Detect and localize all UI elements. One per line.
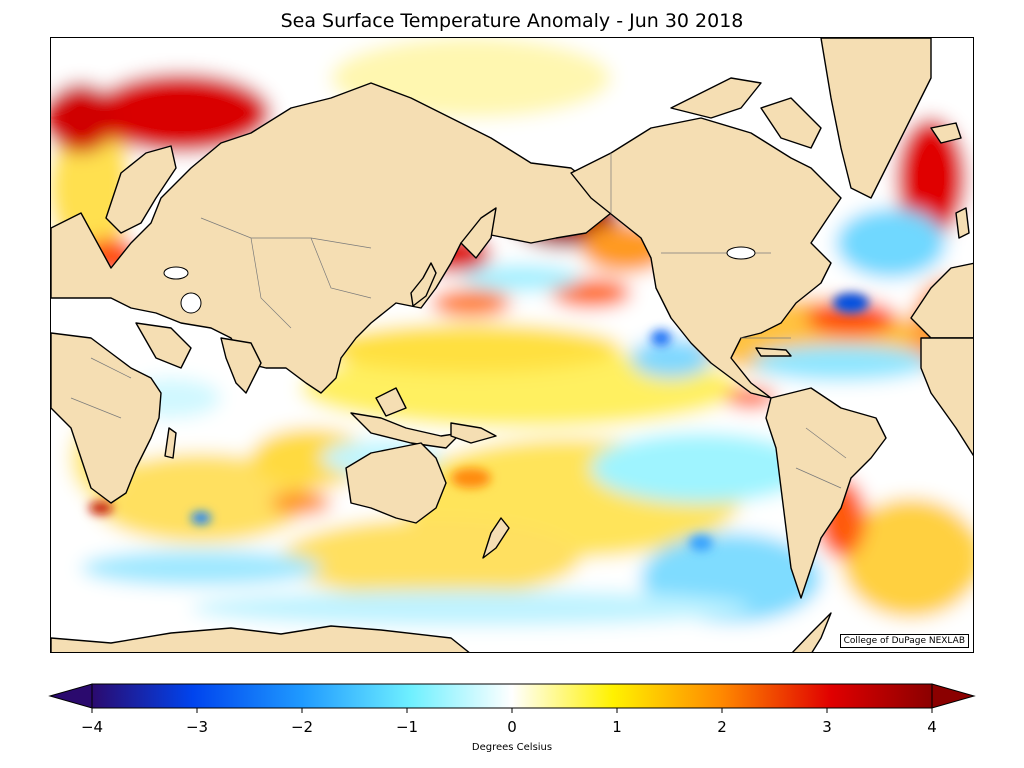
colorbar-extend-high — [931, 683, 976, 709]
colorbar-tick-label: 0 — [507, 718, 517, 736]
kamchatka — [460, 207, 497, 259]
colorbar-tick-label: 4 — [927, 718, 937, 736]
new-zealand — [482, 517, 510, 559]
canadian-arctic-islands — [670, 77, 762, 119]
japan — [410, 262, 437, 307]
colorbar-label: Degrees Celsius — [471, 742, 553, 753]
scandinavia — [105, 145, 177, 234]
arabian-peninsula — [135, 322, 192, 369]
greenland — [820, 38, 932, 199]
colorbar-tick-label: 2 — [717, 718, 727, 736]
australia — [345, 442, 447, 524]
indian-subcontinent — [220, 337, 262, 394]
west-africa — [920, 337, 973, 457]
political-borders — [70, 153, 847, 489]
colorbar-tick-label: −1 — [396, 718, 418, 736]
sst-anomaly-map — [51, 38, 973, 652]
colorbar: −4 −3 −2 −1 0 1 2 3 4 — [48, 683, 976, 736]
map-panel: College of DuPage NEXLAB — [50, 37, 974, 653]
land-masses — [51, 38, 973, 652]
colorbar-tick-label: −4 — [81, 718, 103, 736]
baffin-island — [760, 97, 822, 149]
colorbar-tick-label: −3 — [186, 718, 208, 736]
new-guinea — [450, 422, 497, 444]
inland-lakes — [163, 246, 756, 314]
british-isles — [955, 207, 970, 239]
colorbar-tick-label: −2 — [291, 718, 313, 736]
south-america — [765, 387, 887, 599]
credit-label: College of DuPage NEXLAB — [839, 634, 969, 648]
madagascar — [164, 427, 177, 459]
borneo — [375, 387, 407, 417]
caribbean-islands — [755, 347, 792, 357]
africa — [51, 332, 162, 504]
eurasia-landmass — [51, 82, 612, 394]
colorbar-gradient — [91, 683, 933, 709]
colorbar-tick-label: 3 — [822, 718, 832, 736]
iceland — [930, 122, 962, 144]
antarctica — [51, 625, 470, 652]
figure-title: Sea Surface Temperature Anomaly - Jun 30… — [280, 10, 744, 32]
colorbar-tick-label: 1 — [612, 718, 622, 736]
colorbar-extend-low — [48, 683, 93, 709]
north-america — [570, 117, 842, 399]
antarctic-peninsula — [791, 612, 832, 652]
